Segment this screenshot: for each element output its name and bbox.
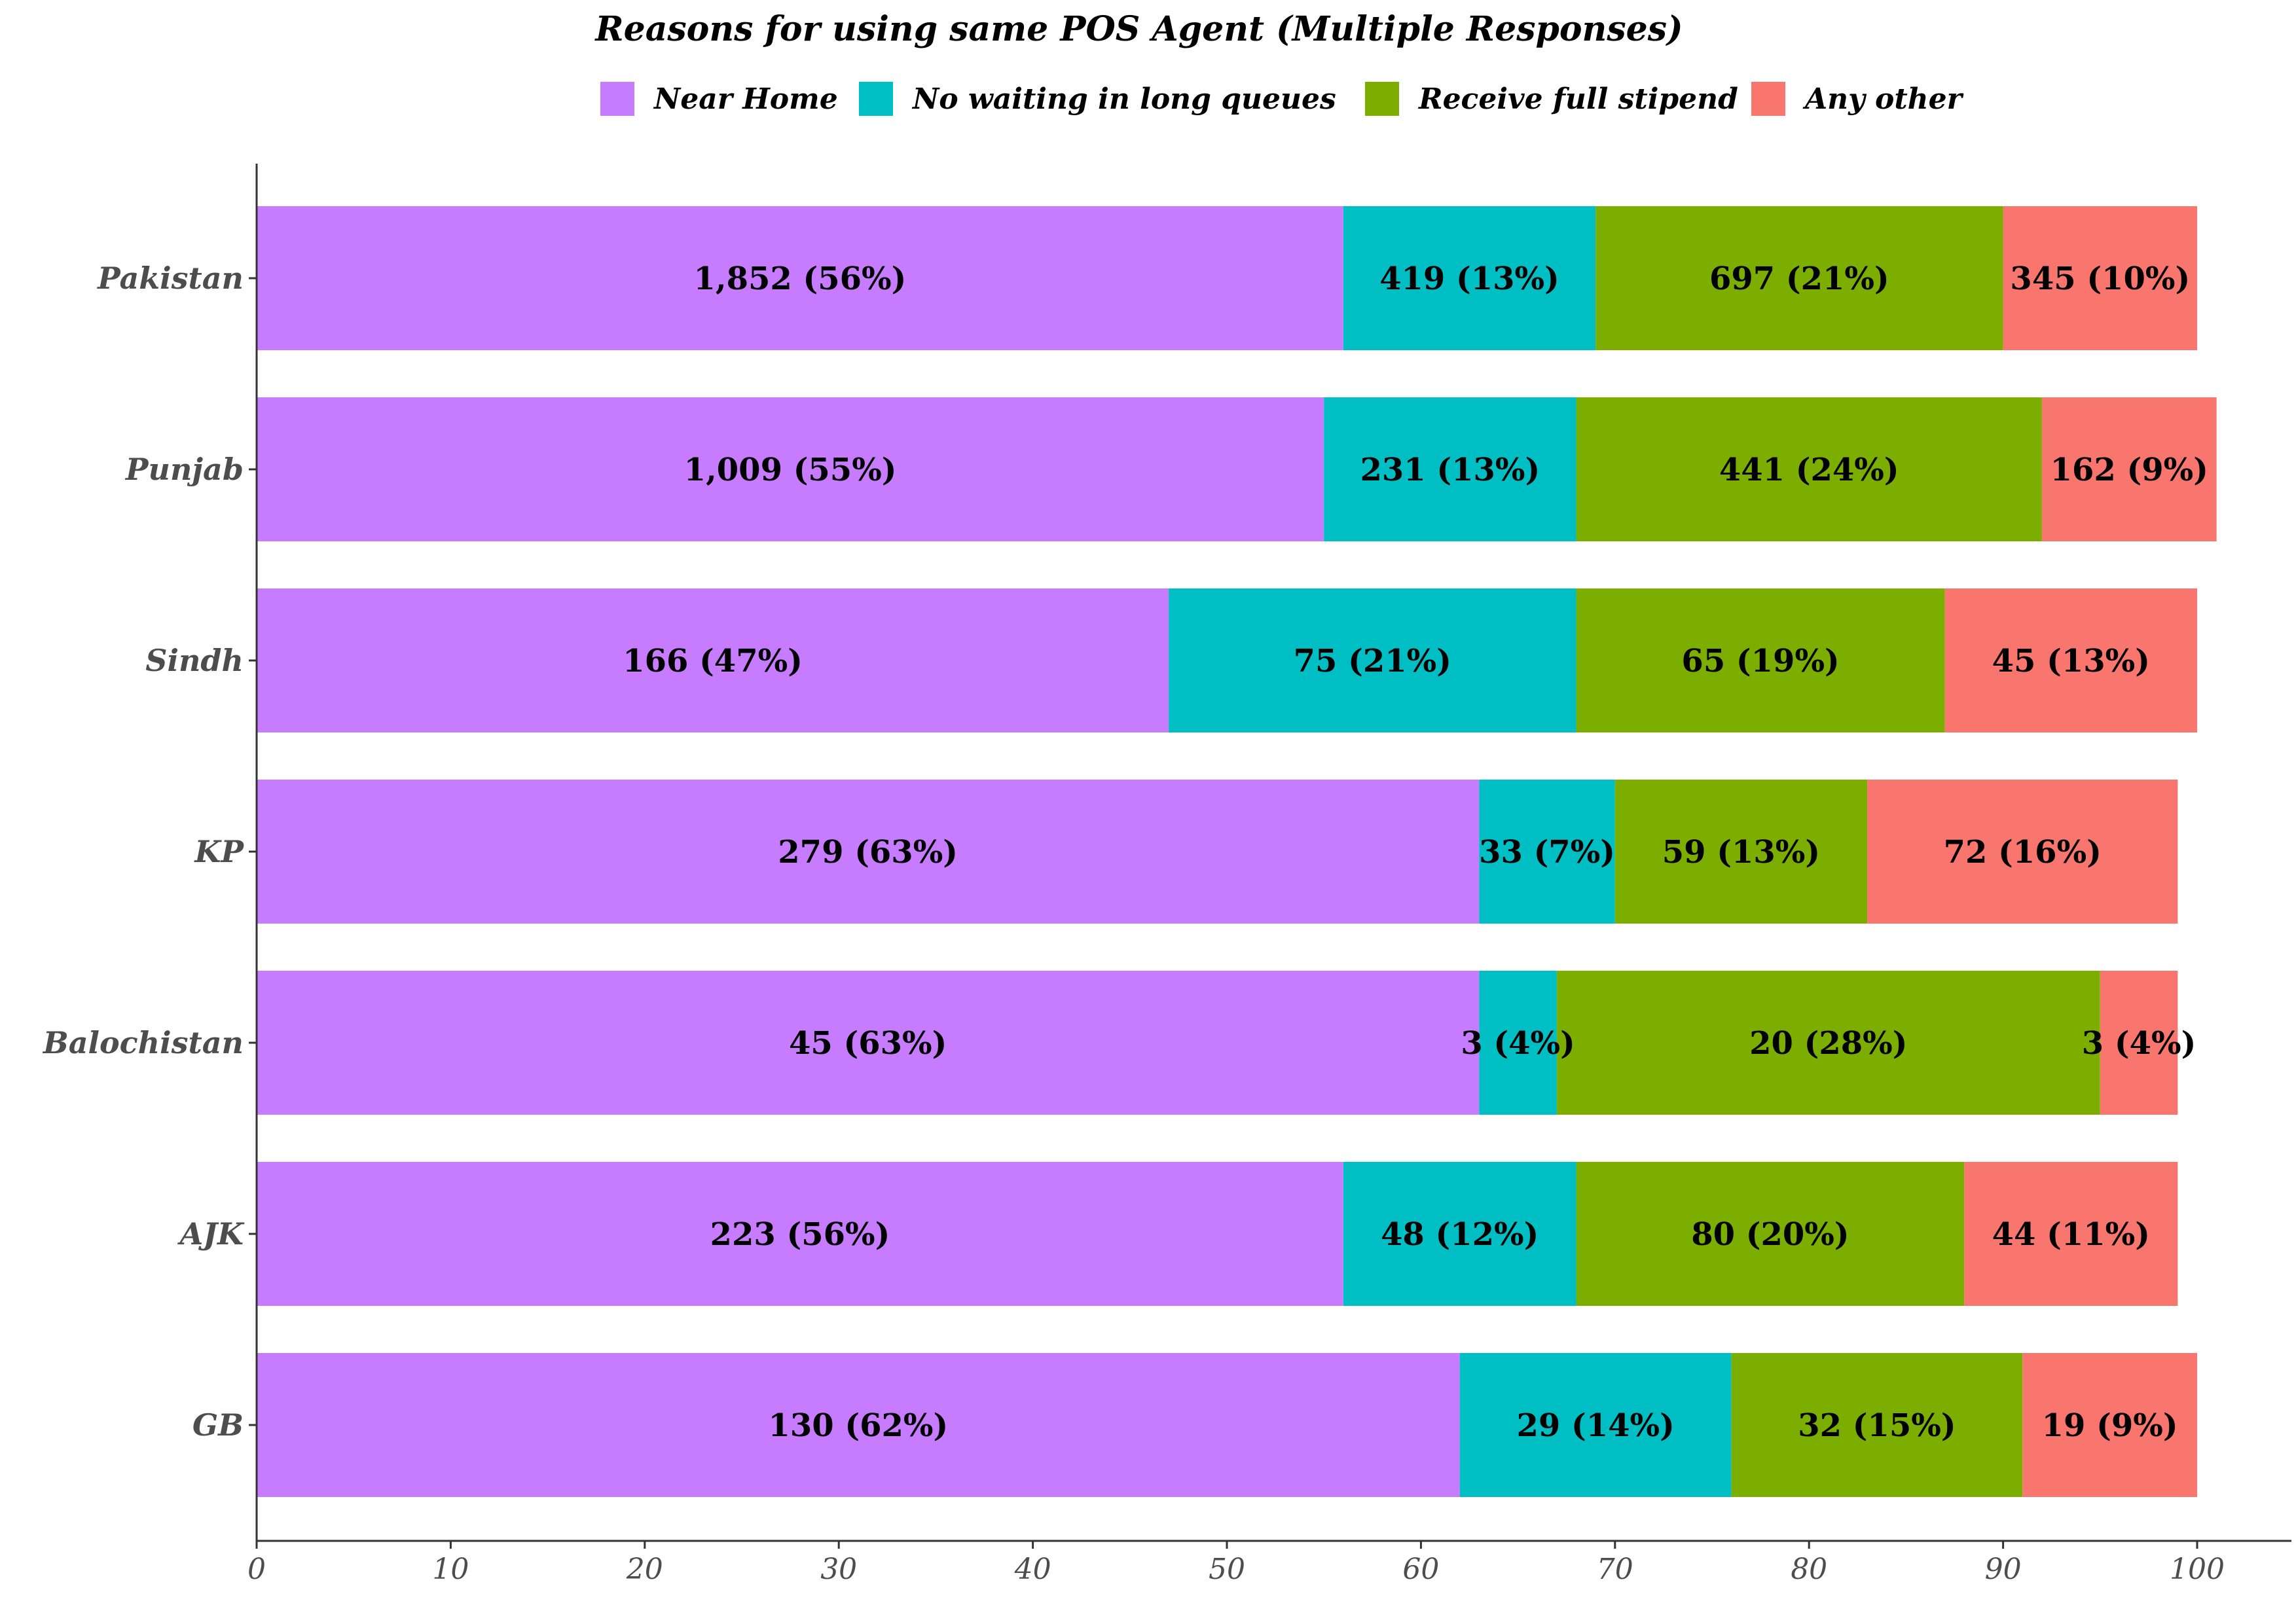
- x-tick-label-70: 70: [1597, 1553, 1633, 1586]
- bar-label-kp-receive-full-stipend: 59 (13%): [1662, 834, 1820, 871]
- x-axis: 0 10 20 30 40 50 60 70 80 90 100: [247, 1540, 2291, 1586]
- x-tick-label-30: 30: [820, 1553, 857, 1586]
- bar-punjab-any-other: [2041, 397, 2217, 541]
- legend-label-any-other: Any other: [1802, 82, 1964, 116]
- bar-balochistan-receive-full-stipend: [1556, 971, 2100, 1115]
- x-tick-label-90: 90: [1985, 1553, 2022, 1586]
- legend-swatch-near-home: [600, 82, 634, 116]
- category-label-sindh: Sindh: [145, 643, 244, 678]
- bar-kp-near-home: [257, 780, 1480, 924]
- bar-label-gb-any-other: 19 (9%): [2042, 1407, 2178, 1444]
- bar-sindh-receive-full-stipend: [1576, 588, 1945, 732]
- bar-punjab-receive-full-stipend: [1576, 397, 2042, 541]
- x-tick-label-60: 60: [1402, 1553, 1439, 1586]
- bar-gb-receive-full-stipend: [1731, 1353, 2023, 1497]
- bar-kp-any-other: [1867, 780, 2178, 924]
- category-label-punjab: Punjab: [124, 452, 244, 487]
- x-tick-label-80: 80: [1791, 1553, 1827, 1586]
- legend-label-no-waiting-in-long-queues: No waiting in long queues: [911, 82, 1336, 116]
- bar-label-kp-near-home: 279 (63%): [778, 834, 958, 871]
- bar-label-ajk-any-other: 44 (11%): [1992, 1216, 2150, 1253]
- bar-label-punjab-near-home: 1,009 (55%): [684, 452, 897, 488]
- bar-label-kp-any-other: 72 (16%): [1944, 834, 2102, 871]
- bar-label-pakistan-any-other: 345 (10%): [2010, 261, 2190, 297]
- bar-pakistan-any-other: [2003, 206, 2197, 350]
- y-axis: Pakistan Punjab Sindh KP Balochistan AJK GB: [42, 164, 258, 1541]
- bar-label-gb-no-waiting-in-long-queues: 29 (14%): [1516, 1407, 1674, 1444]
- x-tick-label-10: 10: [432, 1553, 469, 1586]
- bar-label-pakistan-receive-full-stipend: 697 (21%): [1709, 261, 1889, 297]
- x-tick-label-0: 0: [247, 1553, 266, 1586]
- category-label-ajk: AJK: [177, 1216, 245, 1252]
- bar-label-balochistan-near-home: 45 (63%): [789, 1025, 947, 1062]
- bar-balochistan-near-home: [257, 971, 1480, 1115]
- bar-pakistan-near-home: [257, 206, 1343, 350]
- bar-sindh-any-other: [1944, 588, 2197, 732]
- bar-label-ajk-no-waiting-in-long-queues: 48 (12%): [1381, 1216, 1539, 1253]
- bar-balochistan-no-waiting-in-long-queues: [1479, 971, 1557, 1115]
- bar-label-pakistan-near-home: 1,852 (56%): [693, 261, 906, 297]
- bar-balochistan-any-other: [2100, 971, 2178, 1115]
- bar-label-punjab-any-other: 162 (9%): [2050, 452, 2208, 488]
- bar-sindh-near-home: [257, 588, 1169, 732]
- bar-sindh-no-waiting-in-long-queues: [1169, 588, 1576, 732]
- bar-label-punjab-no-waiting-in-long-queues: 231 (13%): [1360, 452, 1540, 488]
- bar-label-ajk-near-home: 223 (56%): [710, 1216, 890, 1253]
- bar-label-punjab-receive-full-stipend: 441 (24%): [1719, 452, 1899, 488]
- legend-swatch-any-other: [1751, 82, 1785, 116]
- bars-group: [257, 206, 2217, 1497]
- x-tick-label-20: 20: [626, 1553, 663, 1586]
- bar-ajk-receive-full-stipend: [1576, 1162, 1965, 1306]
- category-label-pakistan: Pakistan: [96, 261, 244, 296]
- bar-pakistan-receive-full-stipend: [1595, 206, 2003, 350]
- bar-kp-no-waiting-in-long-queues: [1479, 780, 1615, 924]
- legend: Near Home No waiting in long queues Receiv…: [600, 82, 1964, 116]
- bar-label-pakistan-no-waiting-in-long-queues: 419 (13%): [1379, 261, 1559, 297]
- bar-kp-receive-full-stipend: [1614, 780, 1868, 924]
- bar-ajk-no-waiting-in-long-queues: [1343, 1162, 1576, 1306]
- legend-label-receive-full-stipend: Receive full stipend: [1417, 82, 1738, 116]
- bar-label-kp-no-waiting-in-long-queues: 33 (7%): [1479, 834, 1615, 871]
- bar-gb-no-waiting-in-long-queues: [1459, 1353, 1732, 1497]
- category-label-gb: GB: [192, 1407, 244, 1443]
- legend-swatch-no-waiting-in-long-queues: [859, 82, 893, 116]
- bar-label-gb-near-home: 130 (62%): [768, 1407, 948, 1444]
- bar-label-ajk-receive-full-stipend: 80 (20%): [1691, 1216, 1849, 1253]
- bar-labels-group: 1,852 (56%) 419 (13%) 697 (21%) 345 (10%) 1,…: [623, 261, 2208, 1444]
- legend-swatch-receive-full-stipend: [1365, 82, 1399, 116]
- bar-pakistan-no-waiting-in-long-queues: [1343, 206, 1596, 350]
- chart-title: Reasons for using same POS Agent (Multip…: [594, 9, 1683, 49]
- bar-label-sindh-any-other: 45 (13%): [1992, 643, 2150, 679]
- x-tick-label-40: 40: [1014, 1553, 1051, 1586]
- bar-label-sindh-receive-full-stipend: 65 (19%): [1681, 643, 1839, 679]
- bar-gb-near-home: [257, 1353, 1460, 1497]
- x-tick-label-100: 100: [2170, 1553, 2225, 1586]
- bar-label-balochistan-no-waiting-in-long-queues: 3 (4%): [1461, 1025, 1575, 1062]
- bar-label-gb-receive-full-stipend: 32 (15%): [1798, 1407, 1956, 1444]
- bar-label-sindh-no-waiting-in-long-queues: 75 (21%): [1294, 643, 1451, 679]
- bar-gb-any-other: [2022, 1353, 2197, 1497]
- category-label-balochistan: Balochistan: [42, 1025, 244, 1060]
- bar-label-balochistan-receive-full-stipend: 20 (28%): [1749, 1025, 1907, 1062]
- bar-label-sindh-near-home: 166 (47%): [623, 643, 803, 679]
- x-tick-label-50: 50: [1209, 1553, 1245, 1586]
- bar-ajk-any-other: [1964, 1162, 2178, 1306]
- legend-label-near-home: Near Home: [653, 82, 838, 116]
- bar-ajk-near-home: [257, 1162, 1343, 1306]
- bar-punjab-no-waiting-in-long-queues: [1324, 397, 1576, 541]
- bar-punjab-near-home: [257, 397, 1324, 541]
- category-label-kp: KP: [193, 834, 244, 869]
- bar-label-balochistan-any-other: 3 (4%): [2082, 1025, 2196, 1062]
